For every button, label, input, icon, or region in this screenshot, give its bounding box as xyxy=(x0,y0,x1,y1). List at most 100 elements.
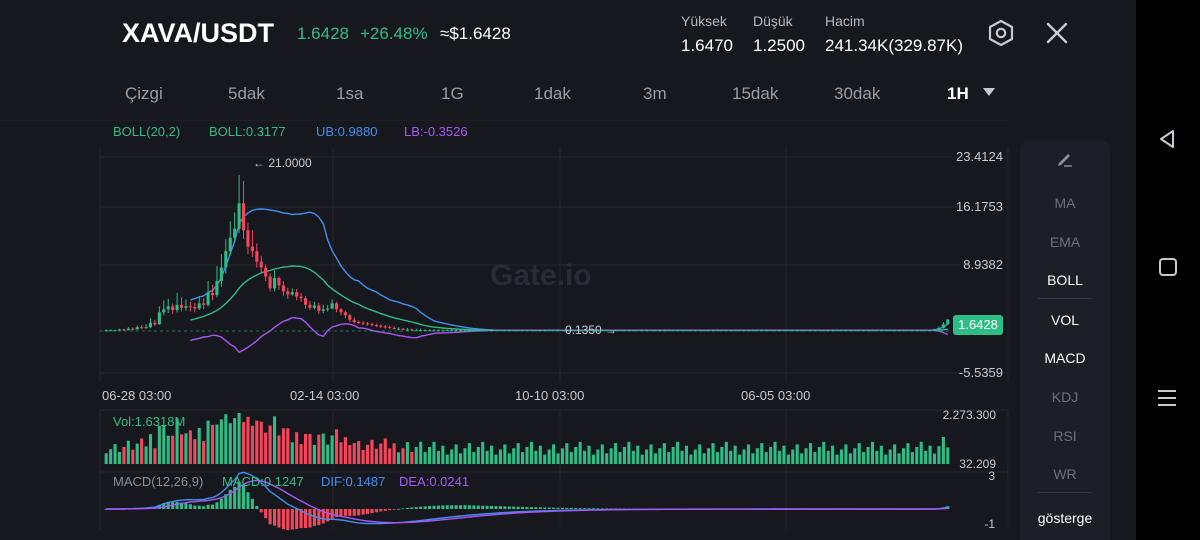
indicator-settings[interactable]: gösterge xyxy=(1037,510,1093,526)
indicator-rsi[interactable]: RSI xyxy=(1053,428,1077,444)
candle-body xyxy=(250,246,254,252)
volume-bar xyxy=(915,446,919,464)
macd-histogram-bar xyxy=(312,509,316,527)
macd-bottom: -1 xyxy=(984,517,995,531)
volume-bar xyxy=(645,449,649,464)
volume-bar xyxy=(109,449,113,464)
candle-body xyxy=(702,330,706,332)
candle-body xyxy=(649,330,653,332)
volume-bar xyxy=(848,453,852,464)
volume-bar xyxy=(711,443,715,464)
macd-histogram-bar xyxy=(272,509,277,526)
volume-bar xyxy=(281,428,285,464)
macd-histogram-bar xyxy=(321,509,325,524)
volume-bar xyxy=(481,441,485,464)
usd-price: ≈$1.6428 xyxy=(440,24,511,43)
macd-histogram-bar xyxy=(379,509,383,512)
volume-bar xyxy=(228,423,232,464)
volume-bar xyxy=(578,441,582,464)
tab-5m[interactable]: 5dak xyxy=(228,84,265,103)
tab-line[interactable]: Çizgi xyxy=(125,84,163,103)
date-tick: 10-10 03:00 xyxy=(515,388,584,403)
volume-bar xyxy=(445,454,449,464)
macd-histogram-bar xyxy=(485,505,489,509)
volume-bar xyxy=(171,435,175,464)
macd-histogram-bar xyxy=(290,509,294,530)
interval-dropdown-icon[interactable] xyxy=(983,88,995,96)
indicator-panel: MA EMA BOLL VOL MACD KDJ RSI WR gösterge xyxy=(1020,141,1110,540)
high-value: 1.6470 xyxy=(681,36,733,55)
candle-body xyxy=(166,306,170,310)
candle-body xyxy=(919,330,923,332)
candle-body xyxy=(583,330,587,332)
volume-bar xyxy=(618,452,622,464)
candle-body xyxy=(822,330,826,332)
macd-histogram-bar xyxy=(374,509,378,513)
volume-bar xyxy=(667,452,671,464)
back-icon[interactable] xyxy=(1156,128,1178,155)
macd-histogram-bar xyxy=(565,507,569,509)
tab-30m[interactable]: 30dak xyxy=(834,84,881,103)
indicator-boll[interactable]: BOLL xyxy=(1047,272,1083,288)
max-price-marker: ← 21.0000 xyxy=(253,156,312,170)
volume-bar xyxy=(131,449,135,464)
volume-bar xyxy=(543,454,547,464)
volume-bar xyxy=(662,443,666,464)
tab-15m[interactable]: 15dak xyxy=(732,84,779,103)
volume-bar xyxy=(370,439,374,464)
volume-bar xyxy=(476,446,480,464)
volume-bar xyxy=(233,418,237,464)
min-price-marker: 0.1350 → xyxy=(565,323,617,337)
candle-body xyxy=(388,327,392,329)
macd-histogram-bar xyxy=(569,507,573,509)
candle-body xyxy=(529,330,533,332)
volume-bar xyxy=(751,453,755,464)
candle-body xyxy=(348,315,352,320)
macd-histogram-bar xyxy=(552,507,556,509)
candle-body xyxy=(122,329,126,331)
macd-histogram-bar xyxy=(268,509,272,525)
volume-bar xyxy=(365,444,370,464)
volume-bar xyxy=(224,414,228,464)
candle-body xyxy=(135,327,139,330)
volume-bar xyxy=(312,444,316,464)
settings-hex-icon[interactable] xyxy=(986,18,1016,48)
volume-bar xyxy=(521,452,525,464)
macd-histogram-bar xyxy=(277,509,281,528)
tab-3m[interactable]: 3m xyxy=(643,84,667,103)
indicator-wr[interactable]: WR xyxy=(1053,466,1077,482)
home-icon[interactable] xyxy=(1158,257,1178,282)
indicator-vol[interactable]: VOL xyxy=(1050,312,1079,328)
tab-1m[interactable]: 1dak xyxy=(534,84,571,103)
volume-bar xyxy=(636,445,640,464)
volume-bar xyxy=(538,445,542,464)
candle-body xyxy=(698,330,702,332)
volume-bar xyxy=(782,445,786,464)
close-icon[interactable] xyxy=(1044,20,1070,46)
tab-1h-selected[interactable]: 1H xyxy=(947,84,969,103)
recents-menu-icon[interactable] xyxy=(1156,387,1178,414)
volume-bar xyxy=(295,432,299,464)
indicator-ma[interactable]: MA xyxy=(1054,195,1076,211)
tab-1h[interactable]: 1sa xyxy=(336,84,364,103)
current-price-tag-text: 1.6428 xyxy=(958,317,998,332)
pair-title[interactable]: XAVA/USDT xyxy=(122,18,275,48)
macd-histogram-bar xyxy=(370,509,374,514)
candle-body xyxy=(339,309,343,313)
candle-body xyxy=(210,292,215,296)
volume-bar xyxy=(839,449,844,464)
volume-bar xyxy=(773,441,777,464)
indicator-macd[interactable]: MACD xyxy=(1044,350,1086,366)
indicator-kdj[interactable]: KDJ xyxy=(1051,389,1079,405)
candle-body xyxy=(738,330,742,332)
tab-1d[interactable]: 1G xyxy=(441,84,464,103)
candle-body xyxy=(259,261,263,268)
volume-bar xyxy=(428,446,432,464)
volume-bar xyxy=(117,452,122,464)
kline-chart[interactable]: Gate.io BOLL(20,2) BOLL:0.3177 UB:0.9880… xyxy=(0,120,1010,540)
indicator-ema[interactable]: EMA xyxy=(1049,234,1081,250)
draw-pencil-icon[interactable] xyxy=(1055,149,1075,169)
candle-body xyxy=(383,326,387,328)
volume-bar xyxy=(556,453,560,464)
candle-body xyxy=(587,330,591,332)
